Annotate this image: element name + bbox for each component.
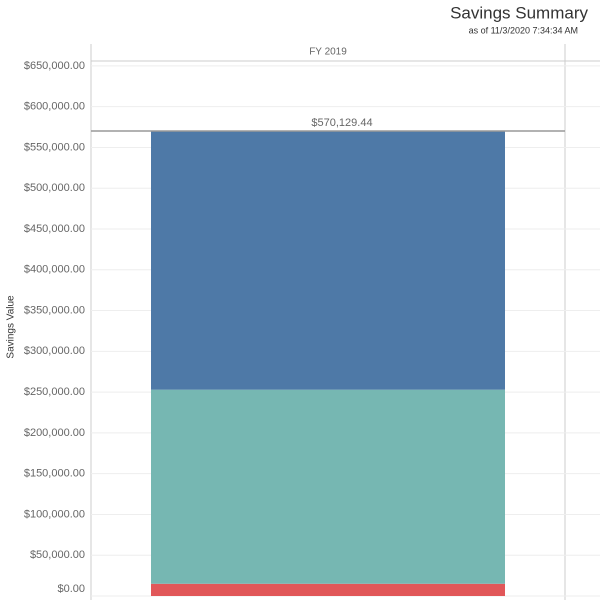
y-tick-label: $500,000.00 xyxy=(24,182,85,194)
bar-segment xyxy=(151,389,505,584)
column-header: FY 2019 xyxy=(309,47,347,58)
chart-subtitle: as of 11/3/2020 7:34:34 AM xyxy=(469,25,578,35)
y-tick-label: $250,000.00 xyxy=(24,386,85,398)
y-tick-label: $550,000.00 xyxy=(24,141,85,153)
y-axis-label: Savings Value xyxy=(6,295,17,359)
y-tick-label: $200,000.00 xyxy=(24,427,85,439)
y-tick-label: $150,000.00 xyxy=(24,468,85,480)
y-tick-label: $100,000.00 xyxy=(24,508,85,520)
bar-segment xyxy=(151,583,505,596)
bar-segment xyxy=(151,131,505,390)
y-tick-label: $650,000.00 xyxy=(24,60,85,72)
y-tick-label: $600,000.00 xyxy=(24,101,85,113)
y-tick-label: $350,000.00 xyxy=(24,304,85,316)
y-tick-label: $50,000.00 xyxy=(30,549,85,561)
y-tick-label: $400,000.00 xyxy=(24,264,85,276)
y-tick-label: $0.00 xyxy=(57,583,85,595)
y-tick-label: $300,000.00 xyxy=(24,345,85,357)
y-tick-label: $450,000.00 xyxy=(24,223,85,235)
total-label: $570,129.44 xyxy=(311,117,372,129)
chart-title: Savings Summary xyxy=(450,3,588,22)
